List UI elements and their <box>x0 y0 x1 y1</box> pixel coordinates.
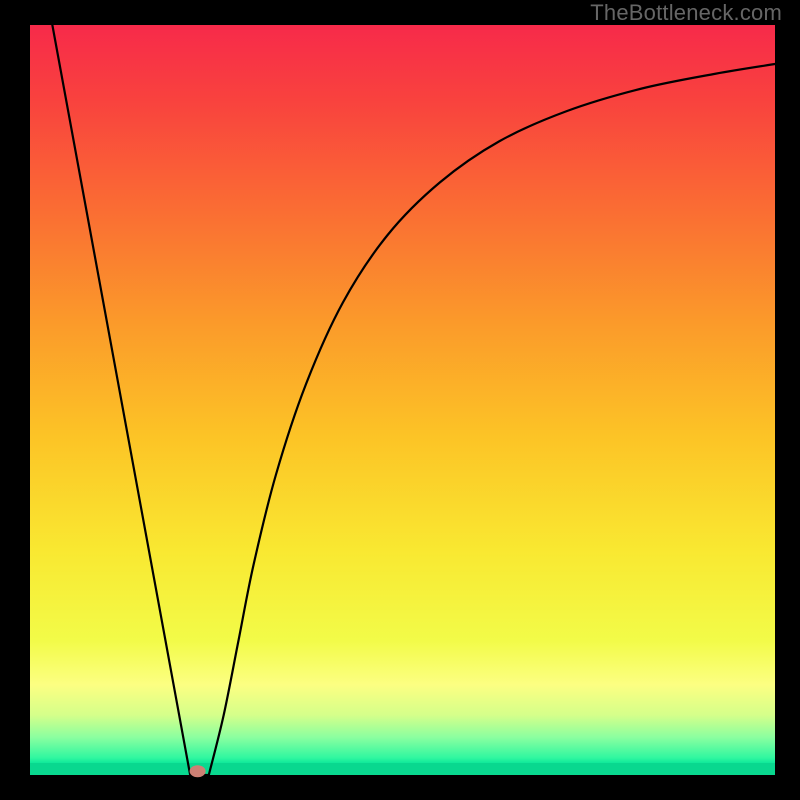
bottom-strip <box>30 763 775 775</box>
optimal-point-marker <box>190 765 206 777</box>
chart-container: TheBottleneck.com <box>0 0 800 800</box>
plot-background <box>30 25 775 775</box>
bottleneck-chart <box>0 0 800 800</box>
watermark-text: TheBottleneck.com <box>590 0 782 26</box>
